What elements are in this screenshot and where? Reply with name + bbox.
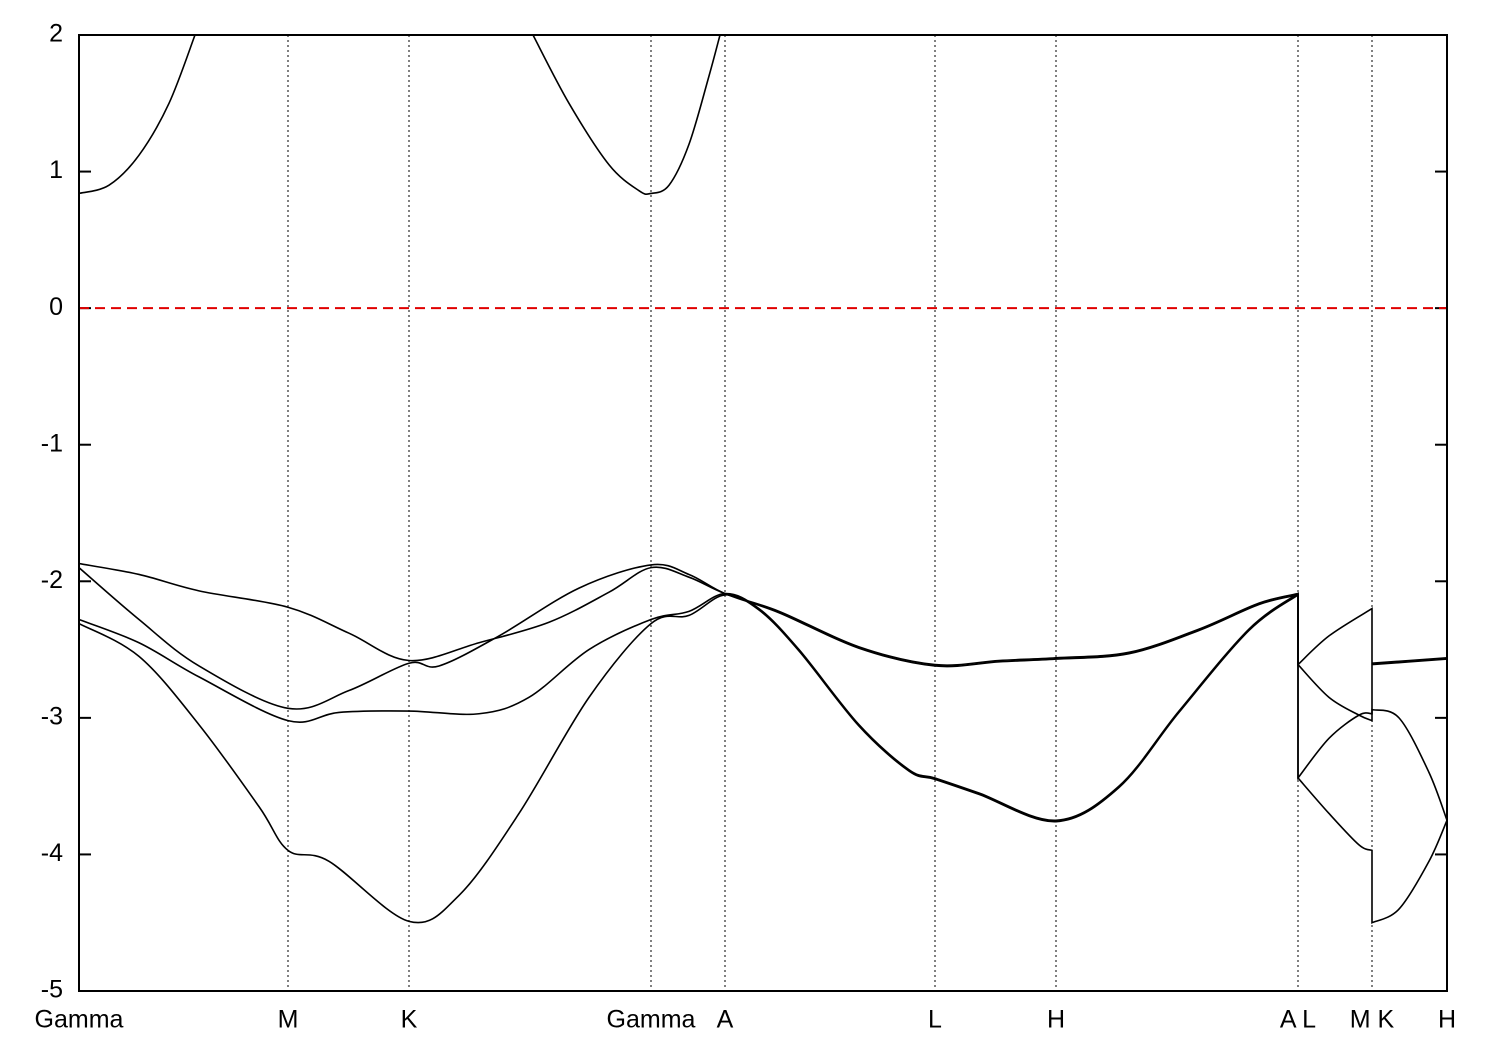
band-line [79,563,1447,722]
band-line [79,562,1447,667]
y-tick-label: -1 [41,429,63,457]
y-tick-label: -2 [41,566,63,594]
y-tick-label: 2 [49,20,63,48]
y-tick-label: -4 [41,839,63,867]
x-tick-label: Gamma [35,1006,124,1034]
band-line [79,35,721,196]
labels: -5 -4 -3 -2 -1 0 1 2 Gamma M K Gamma A L H A L M K H [35,20,1456,1034]
y-tick-label: -5 [41,976,63,1004]
x-tick-label: Gamma [607,1006,696,1034]
y-tick-label: 1 [49,156,63,184]
x-tick-label: M K [1350,1006,1395,1034]
band-line [79,593,1447,925]
x-tick-label: A [717,1006,734,1034]
x-tick-label: H [1438,1006,1456,1034]
band-line [79,592,1447,822]
plot-area [79,35,1447,925]
x-tick-label: A L [1280,1006,1316,1034]
y-tick-label: 0 [49,293,63,321]
plot-frame [78,34,1448,992]
x-tick-label: M [278,1006,299,1034]
x-tick-label: H [1047,1006,1065,1034]
x-tick-label: L [928,1006,942,1034]
y-tick-label: -3 [41,702,63,730]
x-tick-label: K [401,1006,418,1034]
